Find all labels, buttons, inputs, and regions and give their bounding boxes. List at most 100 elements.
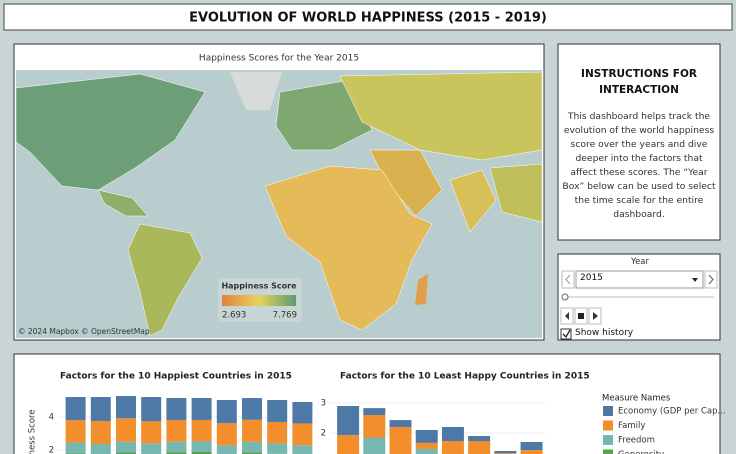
bar-segment: [441, 427, 464, 442]
prev-button[interactable]: [561, 270, 575, 289]
charts: Factors for the 10 Happiest Countries in…: [28, 372, 726, 454]
bar-segment: [116, 396, 136, 419]
bar-segment: [292, 423, 313, 446]
bar-segment: [415, 430, 438, 443]
legend-swatch: [603, 420, 613, 431]
east-asia: [489, 163, 542, 223]
next-icon: [708, 274, 714, 285]
chart-title: Factors for the 10 Happiest Countries in…: [60, 372, 292, 382]
year-label: Year: [631, 257, 649, 267]
map-legend-max: 7.769: [273, 311, 297, 321]
bar-segment: [90, 397, 111, 421]
legend-label: Economy (GDP per Cap...: [618, 407, 726, 417]
bar-segment: [468, 436, 491, 442]
page-title: EVOLUTION OF WORLD HAPPINESS (2015 - 201…: [189, 11, 547, 26]
legend-title: Measure Names: [602, 394, 671, 404]
bar-segment: [166, 419, 187, 442]
bar-segment: [116, 441, 136, 453]
bar-segment: [216, 423, 237, 446]
back-icon: [565, 312, 569, 320]
bar-segment: [191, 398, 212, 420]
y-tick-label: 4: [49, 413, 54, 423]
bar-segment: [520, 450, 543, 454]
legend-label: Generosity: [618, 450, 664, 454]
map-legend-gradient: [222, 295, 296, 306]
bar-segment: [441, 441, 464, 454]
dropdown-arrow: [692, 278, 698, 282]
instructions-body: This dashboard helps track the evolution…: [562, 111, 716, 220]
bar-segment: [90, 420, 111, 445]
central-america: [97, 189, 149, 217]
bar-segment: [267, 400, 288, 422]
instructions-title: INSTRUCTIONS FOR INTERACTION: [581, 68, 697, 96]
bar-segment: [389, 420, 412, 427]
bar-segment: [363, 437, 386, 454]
bar-segment: [116, 418, 136, 442]
next-button[interactable]: [704, 270, 718, 289]
year-dropdown[interactable]: [575, 270, 704, 289]
india: [449, 169, 497, 233]
north-america: [16, 73, 206, 191]
map-legend-title: Happiness Score: [221, 282, 297, 291]
asia: [339, 71, 542, 161]
legend-label: Family: [618, 421, 645, 431]
bar-segment: [520, 442, 543, 451]
bar-segment: [337, 406, 360, 436]
bar-segment: [363, 408, 386, 415]
bar-segment: [65, 420, 86, 443]
bar-segment: [242, 419, 262, 442]
bar-segment: [415, 442, 438, 449]
stop-icon: [578, 313, 584, 319]
bar-segment: [216, 445, 237, 454]
legend-swatch: [603, 406, 613, 416]
bar-segment: [116, 452, 136, 454]
y-tick-label: 3: [321, 399, 326, 409]
play-icon: [593, 312, 598, 320]
bar-segment: [141, 421, 162, 444]
bar-segment: [242, 441, 262, 453]
map-attribution: © 2024 Mapbox © OpenStreetMap: [18, 327, 150, 336]
bar-segment: [166, 398, 187, 420]
bar-segment: [242, 398, 262, 420]
y-tick-label: 2: [321, 429, 326, 439]
check-icon: [562, 329, 571, 339]
south-america: [127, 223, 203, 337]
bar-segment: [65, 397, 86, 421]
bar-segment: [415, 448, 438, 454]
bar-segment: [90, 444, 111, 454]
chart-title: Factors for the 10 Least Happy Countries…: [340, 372, 590, 382]
history-checkbox[interactable]: [560, 328, 572, 340]
bar-segment: [468, 441, 491, 454]
legend-label: Freedom: [618, 436, 655, 446]
map-legend-min: 2.693: [222, 311, 246, 321]
instructions-panel: [557, 43, 721, 241]
africa: [264, 165, 433, 331]
bar-segment: [363, 415, 386, 438]
show-history-label[interactable]: Show history: [575, 328, 634, 338]
bar-segment: [191, 451, 212, 454]
slider-thumb[interactable]: [561, 293, 569, 301]
greenland: [230, 72, 282, 110]
bar-segment: [191, 441, 212, 452]
bar-segment: [267, 421, 288, 444]
header-box: [3, 3, 733, 31]
bar-segment: [267, 443, 288, 454]
bar-segment: [191, 419, 212, 442]
bar-segment: [389, 427, 412, 454]
bar-segment: [292, 445, 313, 454]
bar-segment: [216, 400, 237, 424]
bar-segment: [65, 442, 86, 454]
year-value[interactable]: 2015: [580, 273, 603, 283]
bar-segment: [141, 397, 162, 422]
bar-segment: [141, 443, 162, 454]
bar-segment: [494, 451, 517, 454]
prev-icon: [565, 274, 571, 285]
map-title: Happiness Scores for the Year 2015: [199, 54, 359, 64]
y-tick-label: 2: [49, 446, 54, 454]
legend-swatch: [603, 435, 613, 445]
madagascar: [415, 274, 428, 305]
bar-segment: [292, 401, 313, 424]
y-axis-label: Happiness Score: [28, 409, 38, 454]
